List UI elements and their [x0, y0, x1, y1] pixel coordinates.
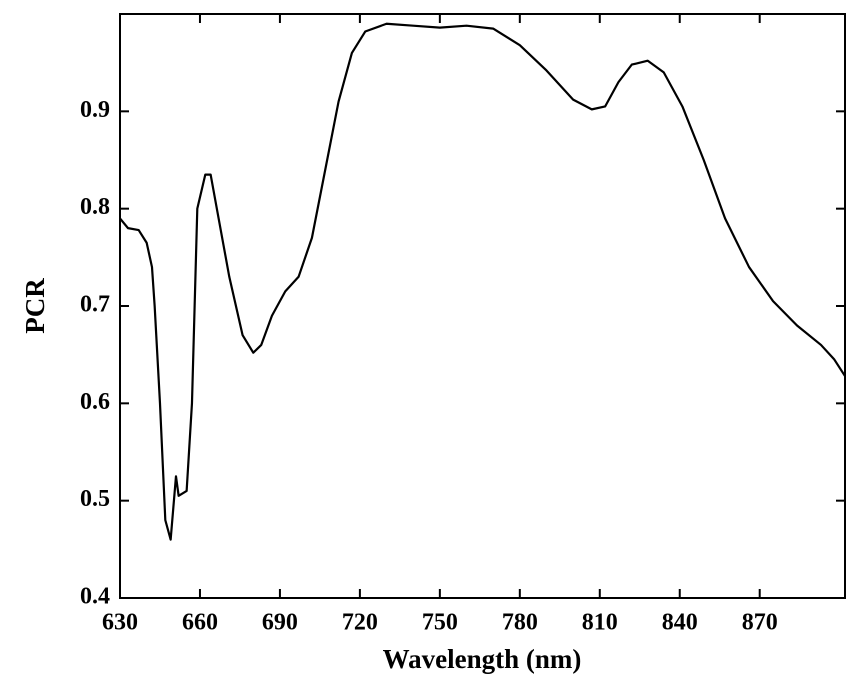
y-tick-label: 0.9: [80, 97, 110, 123]
x-tick-label: 810: [582, 610, 618, 636]
y-axis-title: PCR: [20, 278, 50, 334]
x-tick-label: 690: [262, 610, 298, 636]
y-tick-label: 0.7: [80, 292, 110, 318]
data-line: [119, 22, 846, 541]
x-tick-label: 750: [422, 610, 458, 636]
x-tick-label: 660: [182, 610, 218, 636]
x-tick-label: 780: [502, 610, 538, 636]
y-tick-label: 0.8: [80, 194, 110, 220]
y-tick-label: 0.4: [80, 584, 110, 610]
x-tick-label: 870: [742, 610, 778, 636]
x-tick-label: 630: [102, 610, 138, 636]
x-tick-label: 840: [662, 610, 698, 636]
x-tick-label: 720: [342, 610, 378, 636]
x-axis-title: Wavelength (nm): [383, 644, 582, 674]
y-tick-label: 0.5: [80, 486, 110, 512]
y-tick-label: 0.6: [80, 389, 110, 415]
plot-frame: [119, 13, 846, 599]
